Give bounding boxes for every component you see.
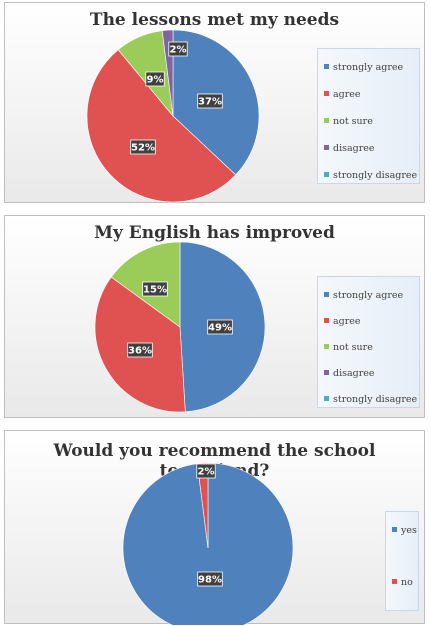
legend-label: strongly disagree <box>333 394 418 405</box>
svg-text:52%: 52% <box>131 143 155 154</box>
chart-panel-recommend: Would you recommend the school to a frie… <box>4 430 425 625</box>
legend-label: strongly agree <box>333 290 404 301</box>
legend-item-strongly-agree: strongly agree <box>324 289 403 303</box>
pie-chart: 37% 52% 9% 2% <box>86 29 260 203</box>
legend-swatch <box>324 118 329 123</box>
chart-legend: strongly agree agree not sure disagree stron… <box>317 276 420 408</box>
legend-item-agree: agree <box>324 315 361 329</box>
chart-panel-lessons: The lessons met my needs 37% 52% 9% 2% stro… <box>4 2 425 203</box>
data-label: 98% <box>197 571 223 587</box>
svg-text:49%: 49% <box>208 323 232 334</box>
chart-legend: yes no <box>385 511 419 611</box>
pie-slice-agree <box>86 49 237 203</box>
svg-text:9%: 9% <box>147 75 164 86</box>
svg-text:2%: 2% <box>170 45 187 56</box>
chart-title: The lessons met my needs <box>89 10 340 30</box>
data-label: 36% <box>127 342 153 358</box>
data-label: 2% <box>196 463 216 479</box>
data-label: 37% <box>197 93 223 109</box>
legend-swatch <box>324 91 329 96</box>
legend-item-yes: yes <box>392 524 417 538</box>
legend-item-disagree: disagree <box>324 367 375 381</box>
legend-item-agree: agree <box>324 88 361 102</box>
legend-item-strongly-disagree: strongly disagree <box>324 169 417 183</box>
legend-item-not-sure: not sure <box>324 341 373 355</box>
data-label: 49% <box>207 319 233 335</box>
legend-item-no: no <box>392 576 413 590</box>
legend-label: agree <box>333 89 361 100</box>
chart-legend: strongly agree agree not sure disagree stron… <box>317 48 420 184</box>
legend-item-strongly-disagree: strongly disagree <box>324 393 417 407</box>
legend-swatch <box>324 344 329 349</box>
legend-label: no <box>401 577 413 588</box>
legend-swatch <box>392 579 397 584</box>
legend-swatch <box>324 370 329 375</box>
legend-label: strongly agree <box>333 62 404 73</box>
svg-text:15%: 15% <box>143 285 167 296</box>
legend-swatch <box>324 396 329 401</box>
pie-slice-yes <box>122 462 294 625</box>
chart-title: My English has improved <box>94 223 335 243</box>
data-label: 15% <box>142 281 168 297</box>
legend-item-not-sure: not sure <box>324 115 373 129</box>
legend-label: agree <box>333 316 361 327</box>
data-label: 9% <box>145 71 165 87</box>
legend-item-disagree: disagree <box>324 142 375 156</box>
legend-item-strongly-agree: strongly agree <box>324 61 403 75</box>
legend-label: not sure <box>333 342 373 353</box>
svg-text:36%: 36% <box>128 346 152 357</box>
legend-label: yes <box>401 525 417 536</box>
svg-text:98%: 98% <box>198 575 222 586</box>
legend-label: disagree <box>333 143 375 154</box>
legend-swatch <box>324 318 329 323</box>
svg-text:2%: 2% <box>198 467 215 478</box>
legend-swatch <box>392 527 397 532</box>
chart-panel-english: My English has improved 49% 36% 15% strong… <box>4 215 425 418</box>
pie-chart: 49% 36% 15% <box>94 241 266 413</box>
legend-label: disagree <box>333 368 375 379</box>
legend-label: strongly disagree <box>333 170 418 181</box>
pie-chart: 98% 2% <box>122 462 294 625</box>
legend-swatch <box>324 145 329 150</box>
data-label: 2% <box>168 41 188 57</box>
legend-swatch <box>324 64 329 69</box>
svg-text:37%: 37% <box>198 97 222 108</box>
legend-swatch <box>324 292 329 297</box>
data-label: 52% <box>130 139 156 155</box>
legend-label: not sure <box>333 116 373 127</box>
legend-swatch <box>324 172 329 177</box>
